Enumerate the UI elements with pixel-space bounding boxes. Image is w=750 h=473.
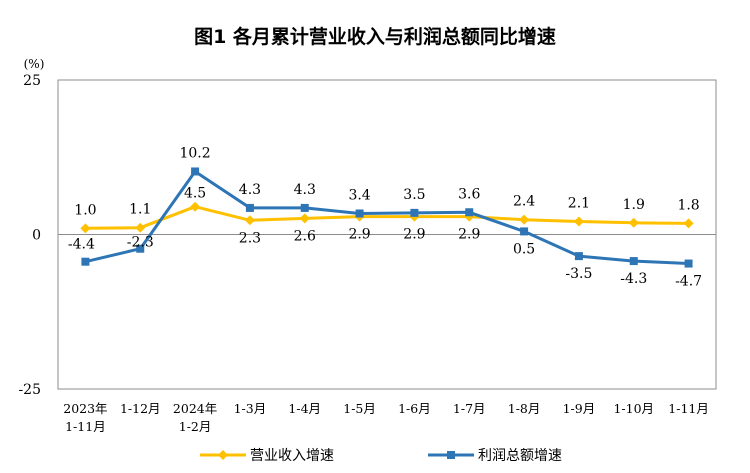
series-marker bbox=[191, 167, 200, 176]
series-marker bbox=[355, 209, 364, 218]
data-labels: 1.0 1.1 4.5 2.3 2.6 2.9 2.9 2.9 2.4 2.1 1.9 1.8 -4.4… bbox=[68, 145, 702, 289]
x-axis: 2023年 1-11月 1-12月 2024年 1-2月 1-3月 1-4月 1-5月 1-6月… bbox=[63, 401, 709, 434]
x-tick-label: 2024年 bbox=[173, 401, 217, 416]
data-label: 3.6 bbox=[458, 186, 480, 202]
series-marker bbox=[81, 257, 90, 266]
series-marker bbox=[684, 259, 693, 268]
x-tick-label: 1-7月 bbox=[453, 401, 486, 416]
series-line-2 bbox=[85, 170, 689, 265]
x-tick-label: 1-2月 bbox=[179, 419, 212, 434]
data-label: 4.3 bbox=[239, 182, 261, 198]
data-label: 2.9 bbox=[458, 227, 480, 243]
data-label: -2.3 bbox=[127, 235, 154, 251]
data-label: 4.3 bbox=[294, 182, 316, 198]
y-tick-label: 0 bbox=[32, 228, 41, 244]
chart-title: 图1 各月累计营业收入与利润总额同比增速 bbox=[194, 26, 556, 48]
series-marker bbox=[136, 244, 145, 253]
y-axis: (%) 25 0 -25 bbox=[18, 57, 44, 398]
x-tick-label: 1-3月 bbox=[234, 401, 267, 416]
series-marker bbox=[410, 208, 419, 217]
data-label: 1.8 bbox=[677, 197, 699, 213]
legend-marker bbox=[447, 451, 455, 459]
y-tick-label: 25 bbox=[23, 73, 41, 89]
series-marker bbox=[465, 208, 474, 217]
x-tick-label: 1-11月 bbox=[668, 401, 709, 416]
x-tick-label: 1-4月 bbox=[288, 401, 321, 416]
x-tick-label: 1-10月 bbox=[613, 401, 654, 416]
y-axis-unit-label: (%) bbox=[24, 57, 45, 71]
series-marker bbox=[190, 201, 201, 212]
x-tick-label: 1-12月 bbox=[120, 401, 161, 416]
data-label: 1.9 bbox=[623, 197, 645, 213]
series-line-1 bbox=[85, 205, 689, 230]
data-label: 0.5 bbox=[513, 241, 535, 257]
series-marker bbox=[519, 214, 530, 225]
y-tick-label: -25 bbox=[18, 382, 41, 398]
data-label: -4.3 bbox=[620, 271, 647, 287]
x-tick-label: 1-9月 bbox=[563, 401, 596, 416]
data-label: -3.5 bbox=[565, 266, 592, 282]
data-label: 2.4 bbox=[513, 194, 535, 210]
legend-marker bbox=[218, 450, 228, 460]
data-label: 3.5 bbox=[403, 187, 425, 203]
legend: 营业收入增速 利润总额增速 bbox=[200, 448, 562, 464]
data-label: 2.9 bbox=[348, 227, 370, 243]
data-label: 4.5 bbox=[184, 186, 206, 202]
data-label: 2.3 bbox=[239, 230, 261, 246]
series-marker bbox=[80, 223, 91, 234]
x-tick-label: 1-6月 bbox=[398, 401, 431, 416]
data-label: 2.9 bbox=[403, 227, 425, 243]
legend-item-1: 营业收入增速 bbox=[200, 448, 334, 464]
x-tick-label: 1-11月 bbox=[65, 419, 106, 434]
x-tick-label: 1-5月 bbox=[343, 401, 376, 416]
data-label: 10.2 bbox=[179, 145, 210, 161]
series-marker bbox=[245, 203, 254, 212]
series-marker bbox=[628, 217, 639, 228]
legend-item-2: 利润总额增速 bbox=[428, 448, 562, 464]
series-marker bbox=[574, 252, 583, 261]
data-label: -4.4 bbox=[68, 237, 95, 253]
series-marker bbox=[244, 215, 255, 226]
data-label: 2.1 bbox=[568, 196, 590, 212]
data-label: 2.6 bbox=[294, 228, 316, 244]
series-marker bbox=[135, 222, 146, 233]
series-marker bbox=[573, 216, 584, 227]
series-marker bbox=[683, 218, 694, 229]
data-label: 1.0 bbox=[74, 202, 96, 218]
data-label: 1.1 bbox=[129, 202, 151, 218]
series-marker bbox=[299, 213, 310, 224]
series-marker bbox=[629, 257, 638, 266]
series-marker bbox=[520, 227, 529, 236]
x-tick-label: 2023年 bbox=[63, 401, 107, 416]
series-marker bbox=[300, 203, 309, 212]
series-layer bbox=[80, 167, 694, 268]
legend-label: 营业收入增速 bbox=[250, 448, 334, 464]
legend-label: 利润总额增速 bbox=[478, 448, 562, 464]
data-label: -4.7 bbox=[675, 274, 702, 290]
x-tick-label: 1-8月 bbox=[508, 401, 541, 416]
data-label: 3.4 bbox=[348, 187, 370, 203]
